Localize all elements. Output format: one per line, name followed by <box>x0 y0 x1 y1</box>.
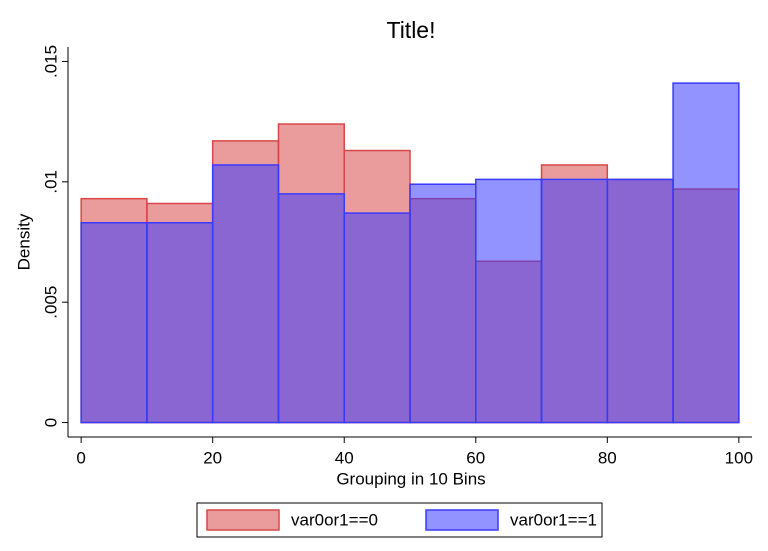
y-axis-label: Density <box>14 213 33 270</box>
x-tick-label: 40 <box>335 448 354 467</box>
x-tick-label: 0 <box>76 448 85 467</box>
bar <box>606 178 674 424</box>
x-tick-label: 100 <box>725 448 753 467</box>
y-tick-label: .005 <box>41 286 60 319</box>
bar <box>540 178 609 424</box>
bar <box>343 212 411 424</box>
bar <box>409 183 477 424</box>
bar <box>211 164 280 424</box>
bar <box>475 178 543 424</box>
bar <box>277 193 345 424</box>
x-tick-label: 60 <box>466 448 485 467</box>
bar <box>672 82 740 424</box>
x-axis-label: Grouping in 10 Bins <box>336 469 485 488</box>
chart-title: Title! <box>387 17 436 43</box>
legend-swatch <box>206 509 280 531</box>
y-tick-label: .015 <box>41 45 60 78</box>
legend-swatch <box>425 509 499 531</box>
y-tick-label: 0 <box>41 418 60 427</box>
legend-label: var0or1==0 <box>291 510 378 529</box>
legend-box <box>196 502 603 538</box>
x-tick-label: 20 <box>203 448 222 467</box>
x-tick-label: 80 <box>598 448 617 467</box>
bar <box>146 221 214 424</box>
bar <box>80 221 148 424</box>
y-tick-label: .01 <box>41 170 60 194</box>
legend-label: var0or1==1 <box>510 510 597 529</box>
